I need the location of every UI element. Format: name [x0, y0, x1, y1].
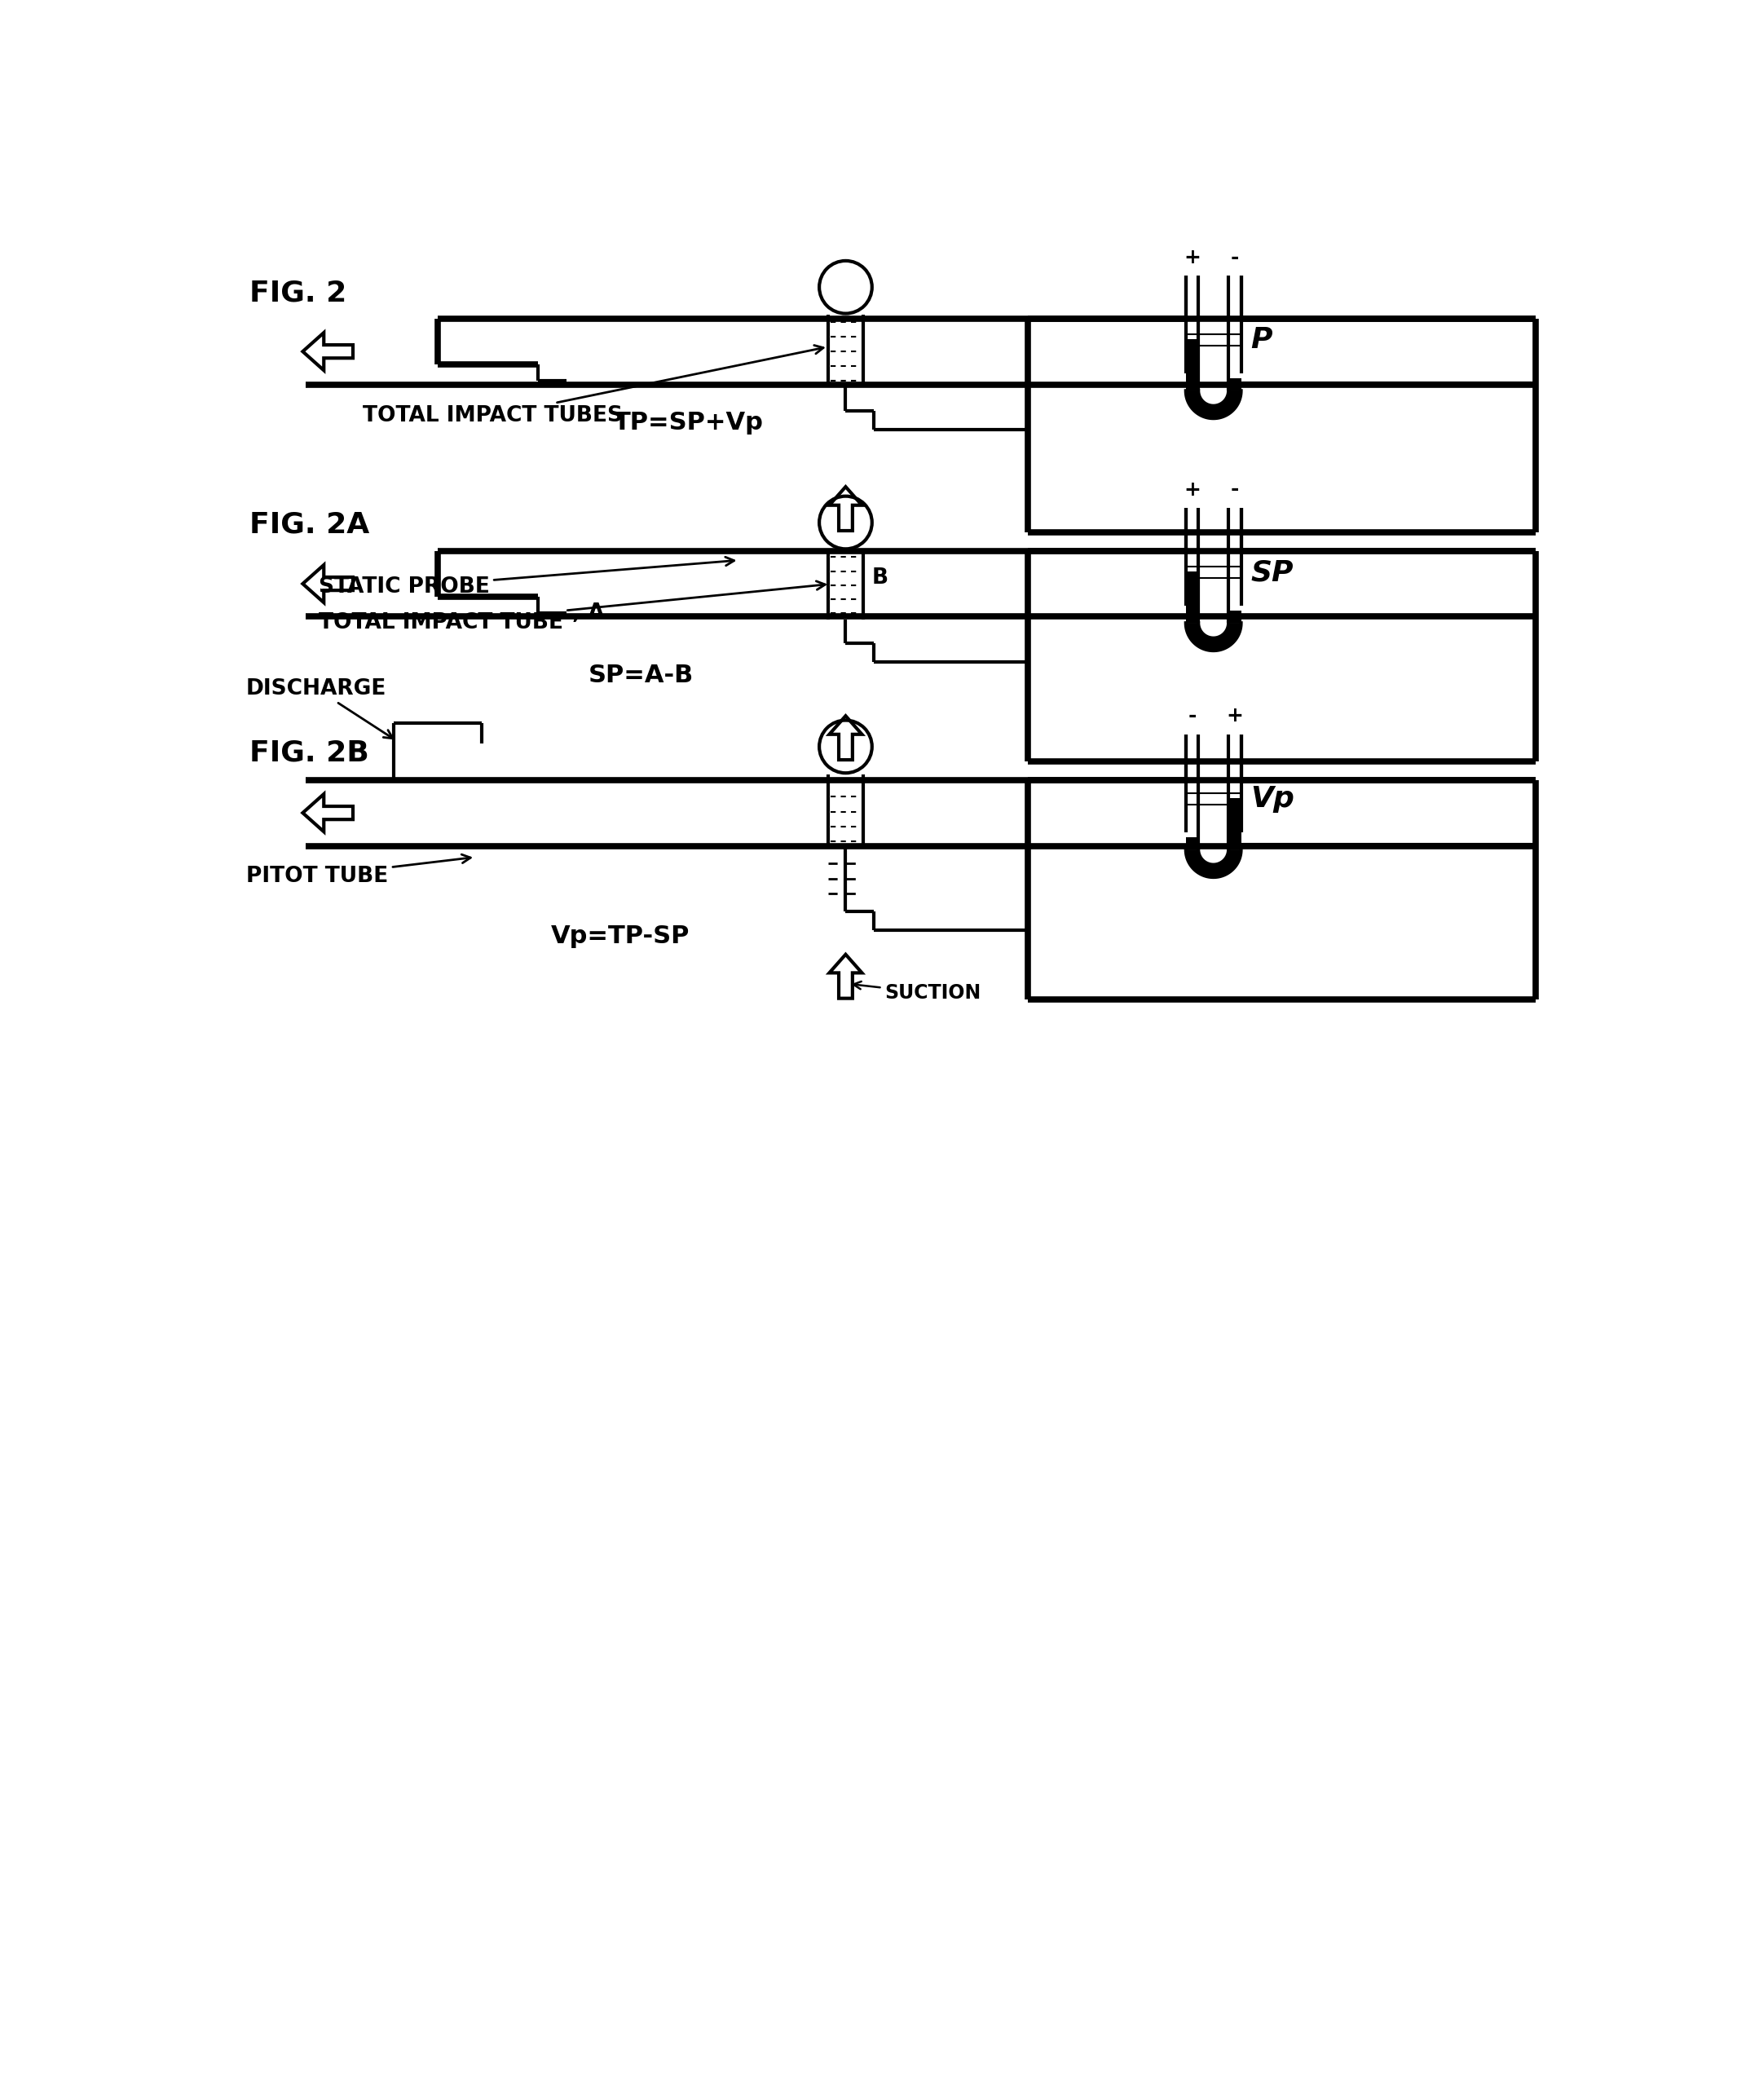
Text: +: +	[1226, 706, 1244, 727]
Polygon shape	[1186, 624, 1242, 651]
Polygon shape	[1186, 391, 1242, 418]
Text: Vp=TP-SP: Vp=TP-SP	[551, 924, 690, 947]
Text: -: -	[1231, 248, 1238, 267]
Text: FIG. 2B: FIG. 2B	[250, 739, 369, 766]
Bar	[1186, 338, 1198, 391]
Polygon shape	[828, 487, 862, 531]
Text: Vp: Vp	[1251, 785, 1295, 813]
Text: TP=SP+Vp: TP=SP+Vp	[614, 412, 763, 435]
Text: DISCHARGE: DISCHARGE	[246, 678, 392, 739]
Polygon shape	[303, 794, 354, 832]
Bar	[1228, 798, 1242, 850]
Bar	[1186, 838, 1198, 850]
Text: +: +	[1184, 479, 1201, 500]
Text: B: B	[872, 567, 888, 588]
Bar	[1186, 571, 1198, 624]
Text: SUCTION: SUCTION	[853, 981, 982, 1004]
Text: FIG. 2A: FIG. 2A	[250, 510, 369, 538]
Polygon shape	[828, 953, 862, 998]
Text: FIG. 2: FIG. 2	[250, 279, 347, 307]
Text: , A: , A	[573, 603, 605, 624]
Polygon shape	[828, 716, 862, 760]
Text: +: +	[1184, 248, 1201, 267]
Text: PITOT TUBE: PITOT TUBE	[246, 855, 471, 886]
Text: SP=A-B: SP=A-B	[588, 664, 693, 687]
Text: TOTAL IMPACT TUBE: TOTAL IMPACT TUBE	[318, 582, 825, 634]
Bar	[1228, 378, 1242, 391]
Text: STATIC PROBE: STATIC PROBE	[318, 556, 734, 598]
Text: P: P	[1251, 325, 1272, 355]
Bar	[1228, 611, 1242, 624]
Polygon shape	[303, 565, 354, 603]
Text: SP: SP	[1251, 559, 1293, 586]
Polygon shape	[1186, 850, 1242, 878]
Polygon shape	[303, 332, 354, 370]
Text: -: -	[1231, 479, 1238, 500]
Text: TOTAL IMPACT TUBES: TOTAL IMPACT TUBES	[362, 344, 823, 426]
Text: -: -	[1187, 706, 1196, 727]
